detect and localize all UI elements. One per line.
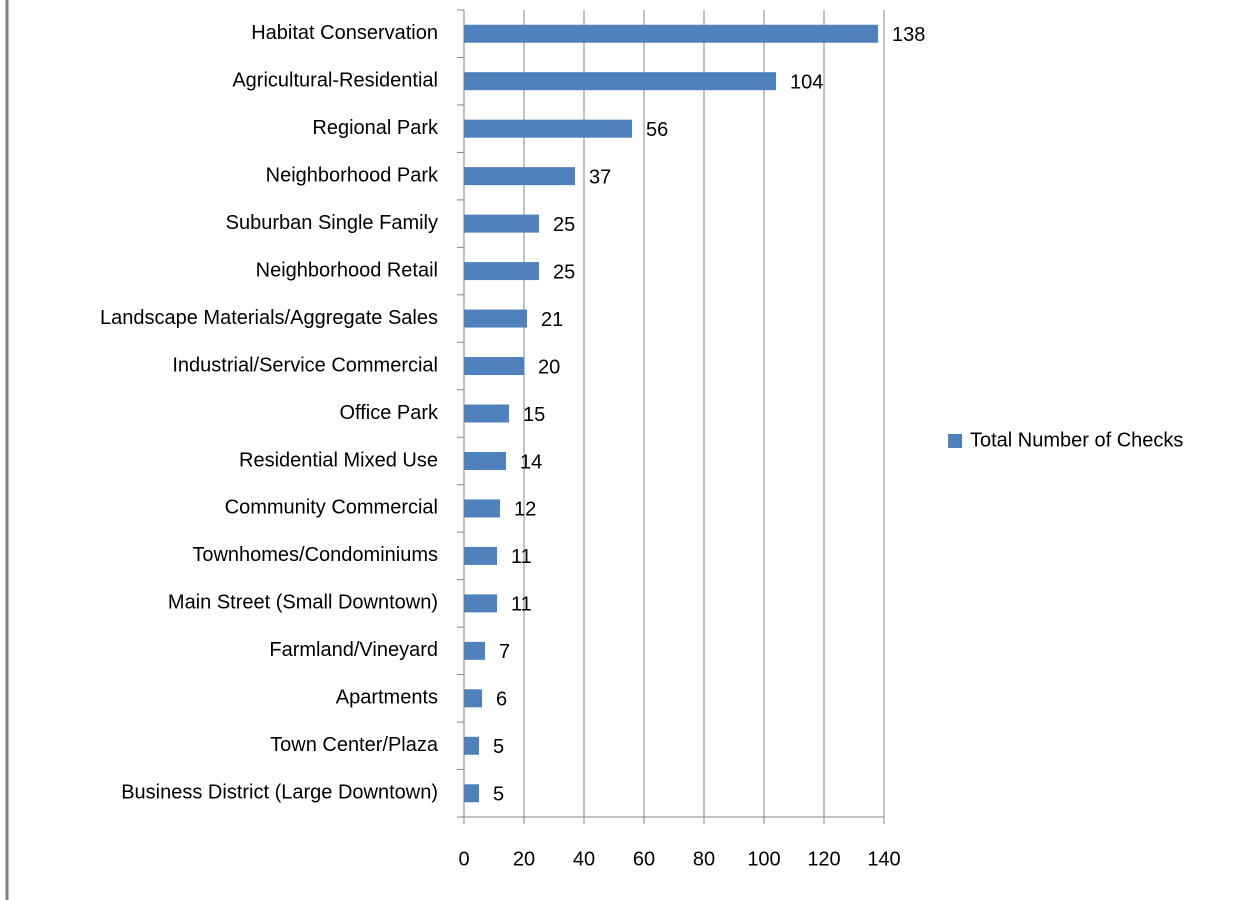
data-label: 21 (541, 309, 563, 331)
data-label: 56 (646, 119, 668, 141)
y-tick-label: Landscape Materials/Aggregate Sales (100, 307, 438, 329)
bar (464, 309, 527, 328)
x-tick-label: 80 (693, 848, 715, 870)
data-label: 6 (496, 689, 507, 711)
bar (464, 451, 506, 470)
x-tick-label: 20 (513, 848, 535, 870)
bar (464, 24, 878, 43)
bar (464, 784, 479, 803)
data-label: 14 (520, 451, 542, 473)
legend-label: Total Number of Checks (970, 429, 1183, 451)
bar (464, 546, 497, 565)
bar (464, 736, 479, 755)
data-label: 7 (499, 641, 510, 663)
bar (464, 594, 497, 613)
bar (464, 357, 524, 376)
y-tick-label: Town Center/Plaza (270, 734, 439, 756)
data-label: 25 (553, 214, 575, 236)
y-tick-label: Office Park (339, 402, 439, 424)
y-tick-label: Main Street (Small Downtown) (168, 592, 438, 614)
data-label: 5 (493, 736, 504, 758)
x-tick-label: 140 (867, 848, 900, 870)
y-tick-label: Industrial/Service Commercial (172, 354, 438, 376)
y-tick-label: Business District (Large Downtown) (121, 782, 438, 804)
bar (464, 119, 632, 138)
data-label: 5 (493, 784, 504, 806)
bar (464, 72, 776, 91)
data-label: 138 (892, 24, 925, 46)
y-tick-label: Apartments (336, 687, 438, 709)
y-tick-label: Farmland/Vineyard (269, 639, 438, 661)
bar (464, 641, 485, 660)
x-tick-label: 0 (458, 848, 469, 870)
y-tick-label: Agricultural-Residential (232, 69, 438, 91)
y-tick-label: Suburban Single Family (226, 212, 438, 234)
data-label: 11 (511, 594, 532, 616)
data-label: 12 (514, 499, 536, 521)
y-tick-label: Regional Park (312, 117, 439, 139)
legend-swatch (948, 434, 962, 448)
x-tick-label: 100 (747, 848, 780, 870)
data-label: 104 (790, 71, 823, 93)
data-label: 20 (538, 356, 560, 378)
bar (464, 262, 539, 281)
y-tick-label: Residential Mixed Use (239, 449, 438, 471)
y-tick-label: Community Commercial (225, 497, 438, 519)
data-label: 11 (511, 546, 532, 568)
bar (464, 167, 575, 186)
data-label: 37 (589, 166, 611, 188)
x-tick-label: 60 (633, 848, 655, 870)
bar (464, 214, 539, 233)
x-tick-label: 120 (807, 848, 840, 870)
y-tick-label: Townhomes/Condominiums (192, 544, 438, 566)
x-tick-label: 40 (573, 848, 595, 870)
bar (464, 499, 500, 518)
bar (464, 689, 482, 708)
y-tick-label: Neighborhood Park (266, 164, 439, 186)
y-tick-label: Habitat Conservation (251, 22, 438, 44)
y-tick-label: Neighborhood Retail (256, 259, 438, 281)
data-label: 25 (553, 261, 575, 283)
bar (464, 404, 509, 423)
data-label: 15 (523, 404, 545, 426)
